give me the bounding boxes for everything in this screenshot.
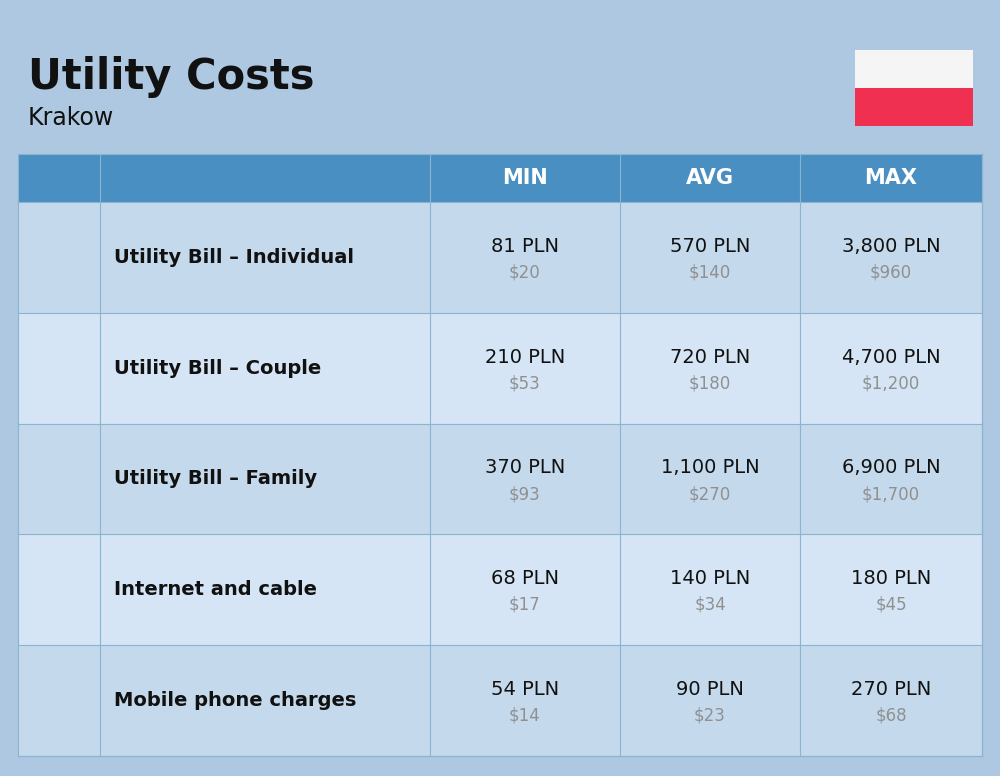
Text: 68 PLN: 68 PLN	[491, 570, 559, 588]
Text: $180: $180	[689, 374, 731, 393]
Text: 6,900 PLN: 6,900 PLN	[842, 459, 940, 477]
Text: 140 PLN: 140 PLN	[670, 570, 750, 588]
Text: $14: $14	[509, 707, 541, 725]
Bar	[18, 535, 982, 645]
Text: $68: $68	[875, 707, 907, 725]
Text: Utility Bill – Couple: Utility Bill – Couple	[114, 359, 321, 378]
Bar	[18, 154, 982, 202]
Text: 210 PLN: 210 PLN	[485, 348, 565, 366]
Text: 270 PLN: 270 PLN	[851, 680, 931, 699]
Text: Internet and cable: Internet and cable	[114, 580, 317, 599]
Text: $140: $140	[689, 264, 731, 282]
Text: 3,800 PLN: 3,800 PLN	[842, 237, 940, 256]
Bar	[18, 313, 982, 424]
Bar	[855, 50, 973, 88]
Text: 180 PLN: 180 PLN	[851, 570, 931, 588]
Bar	[855, 88, 973, 126]
Text: 370 PLN: 370 PLN	[485, 459, 565, 477]
Text: Mobile phone charges: Mobile phone charges	[114, 691, 356, 710]
Text: MIN: MIN	[502, 168, 548, 188]
Text: $45: $45	[875, 596, 907, 614]
Text: 720 PLN: 720 PLN	[670, 348, 750, 366]
Text: $20: $20	[509, 264, 541, 282]
Text: $34: $34	[694, 596, 726, 614]
Text: $270: $270	[689, 485, 731, 503]
Text: 1,100 PLN: 1,100 PLN	[661, 459, 759, 477]
Text: 90 PLN: 90 PLN	[676, 680, 744, 699]
Bar	[18, 202, 982, 313]
Text: Utility Costs: Utility Costs	[28, 56, 314, 98]
Bar	[18, 424, 982, 535]
Text: $1,700: $1,700	[862, 485, 920, 503]
Text: Utility Bill – Family: Utility Bill – Family	[114, 469, 317, 489]
Text: $53: $53	[509, 374, 541, 393]
Text: $960: $960	[870, 264, 912, 282]
Text: 81 PLN: 81 PLN	[491, 237, 559, 256]
Text: Utility Bill – Individual: Utility Bill – Individual	[114, 248, 354, 267]
Text: Krakow: Krakow	[28, 106, 114, 130]
Text: 54 PLN: 54 PLN	[491, 680, 559, 699]
Text: MAX: MAX	[864, 168, 918, 188]
Text: $23: $23	[694, 707, 726, 725]
Text: $93: $93	[509, 485, 541, 503]
Bar	[18, 645, 982, 756]
Text: $1,200: $1,200	[862, 374, 920, 393]
Text: $17: $17	[509, 596, 541, 614]
Text: 4,700 PLN: 4,700 PLN	[842, 348, 940, 366]
Text: 570 PLN: 570 PLN	[670, 237, 750, 256]
Text: AVG: AVG	[686, 168, 734, 188]
